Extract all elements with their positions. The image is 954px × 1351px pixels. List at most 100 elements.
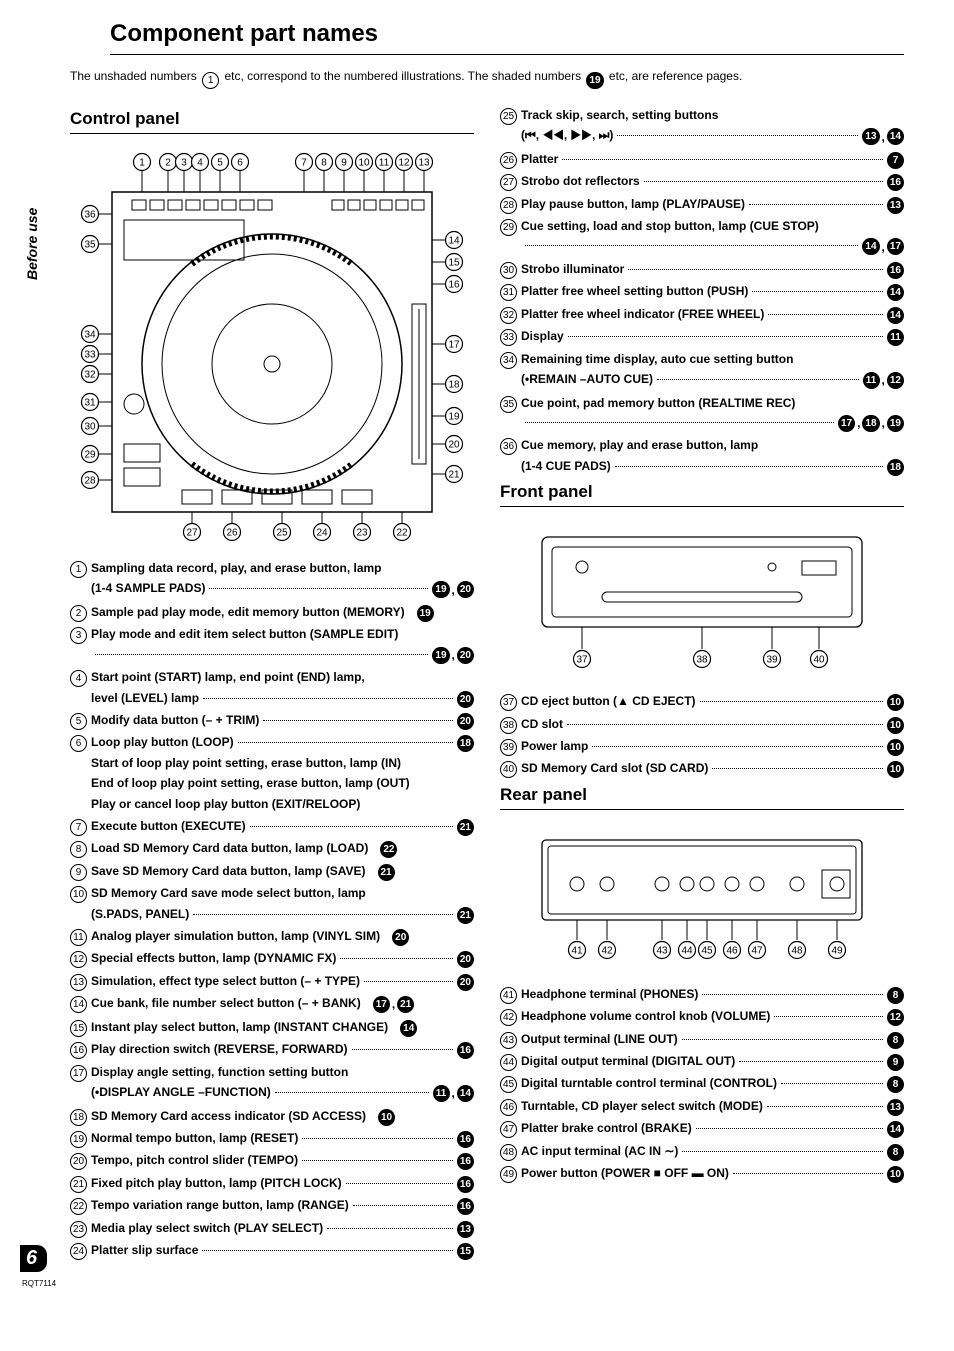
page-ref-marker: 17: [887, 238, 904, 255]
svg-text:29: 29: [84, 450, 96, 461]
page-refs: 8: [887, 1076, 904, 1093]
page-ref-marker: 14: [862, 238, 879, 255]
page-refs: 18: [887, 459, 904, 476]
page-refs: 11,14: [433, 1083, 474, 1103]
leader-dots: [696, 1128, 883, 1129]
svg-text:20: 20: [448, 440, 460, 451]
item-number-marker: 41: [500, 987, 517, 1004]
page-ref-marker: 14: [887, 1121, 904, 1138]
item-number-marker: 25: [500, 108, 517, 125]
svg-text:21: 21: [448, 470, 460, 481]
control-panel-item-list-cont: 25Track skip, search, setting buttons(⏮,…: [500, 105, 904, 476]
page-refs: 21: [457, 907, 474, 924]
svg-text:26: 26: [226, 528, 238, 539]
item-number-marker: 2: [70, 605, 87, 622]
item-text: (•DISPLAY ANGLE –FUNCTION): [91, 1082, 271, 1102]
leader-dots: [302, 1138, 453, 1139]
page-refs: 9: [887, 1054, 904, 1071]
columns: Control panel 12345678910111213363534333…: [70, 103, 904, 1262]
item-text: Power lamp: [521, 736, 588, 756]
page-refs: 10: [887, 1166, 904, 1183]
page-number: 6: [20, 1245, 47, 1272]
item-number-marker: 17: [70, 1065, 87, 1082]
list-item: 21Fixed pitch play button, lamp (PITCH L…: [70, 1173, 474, 1193]
leader-dots: [193, 914, 453, 915]
page-refs: 14: [887, 307, 904, 324]
page-refs: 17,21: [373, 994, 415, 1014]
leader-dots: [562, 159, 883, 160]
page-ref-marker: 11: [887, 329, 904, 346]
page-ref-marker: 14: [400, 1020, 417, 1037]
page-refs: 10: [887, 717, 904, 734]
page-refs: 12: [887, 1009, 904, 1026]
item-text: Headphone volume control knob (VOLUME): [521, 1006, 770, 1026]
item-text: (S.PADS, PANEL): [91, 904, 189, 924]
page-refs: 20: [457, 974, 474, 991]
page-ref-marker: 18: [862, 415, 879, 432]
leader-dots: [525, 422, 834, 423]
item-number-marker: 34: [500, 352, 517, 369]
svg-text:48: 48: [791, 945, 803, 956]
item-number-marker: 23: [70, 1221, 87, 1238]
list-item: 12Special effects button, lamp (DYNAMIC …: [70, 948, 474, 968]
page-ref-marker: 20: [392, 929, 409, 946]
page-refs: 11,12: [863, 370, 904, 390]
item-number-marker: 45: [500, 1076, 517, 1093]
page-refs: 8: [887, 1144, 904, 1161]
item-text: Media play select switch (PLAY SELECT): [91, 1218, 323, 1238]
leader-dots: [712, 768, 883, 769]
item-text: Platter brake control (BRAKE): [521, 1118, 692, 1138]
page-refs: 18: [457, 735, 474, 752]
page-refs: 8: [887, 987, 904, 1004]
list-item: 39Power lamp10: [500, 736, 904, 756]
page-refs: 17,18,19: [838, 413, 904, 433]
svg-text:30: 30: [84, 422, 96, 433]
leader-dots: [568, 336, 883, 337]
item-number-marker: 27: [500, 174, 517, 191]
page-ref-marker: 10: [887, 694, 904, 711]
list-item: 49Power button (POWER ■ OFF ▬ ON)10: [500, 1163, 904, 1183]
svg-text:6: 6: [237, 158, 243, 169]
svg-text:18: 18: [448, 380, 460, 391]
list-item: 32Platter free wheel indicator (FREE WHE…: [500, 304, 904, 324]
leader-dots: [774, 1016, 883, 1017]
svg-text:13: 13: [418, 158, 430, 169]
page-ref-marker: 19: [887, 415, 904, 432]
page-ref-marker: 10: [378, 1109, 395, 1126]
page-ref-marker: 16: [457, 1042, 474, 1059]
list-item: 16Play direction switch (REVERSE, FORWAR…: [70, 1039, 474, 1059]
leader-dots: [617, 135, 858, 136]
item-text: Platter free wheel indicator (FREE WHEEL…: [521, 304, 764, 324]
item-number-marker: 15: [70, 1020, 87, 1037]
page-ref-marker: 21: [378, 864, 395, 881]
page-ref-marker: 16: [887, 262, 904, 279]
item-number-marker: 49: [500, 1166, 517, 1183]
leader-dots: [95, 654, 428, 655]
front-panel-diagram: 37383940: [500, 517, 904, 677]
list-item: 47Platter brake control (BRAKE)14: [500, 1118, 904, 1138]
leader-dots: [327, 1228, 453, 1229]
page-refs: 19,20: [432, 580, 474, 600]
page-title: Component part names: [110, 20, 904, 55]
item-text: Digital turntable control terminal (CONT…: [521, 1073, 777, 1093]
item-number-marker: 40: [500, 761, 517, 778]
leader-dots: [682, 1039, 883, 1040]
leader-dots: [657, 379, 859, 380]
page-refs: 14,17: [862, 237, 904, 257]
page-refs: 16: [457, 1042, 474, 1059]
leader-dots: [739, 1061, 883, 1062]
list-item: 36Cue memory, play and erase button, lam…: [500, 435, 904, 476]
leader-dots: [767, 1106, 883, 1107]
svg-text:40: 40: [813, 655, 825, 666]
item-text: Output terminal (LINE OUT): [521, 1029, 678, 1049]
rear-panel-item-list: 41Headphone terminal (PHONES)842Headphon…: [500, 984, 904, 1184]
leader-dots: [682, 1151, 883, 1152]
intro-t3: etc, are reference pages.: [609, 69, 742, 83]
svg-text:47: 47: [751, 945, 763, 956]
item-text: Cue bank, file number select button (– +…: [91, 993, 361, 1013]
page-refs: 10: [887, 739, 904, 756]
page-ref-marker: 20: [457, 974, 474, 991]
list-item: 4Start point (START) lamp, end point (EN…: [70, 667, 474, 708]
item-number-marker: 33: [500, 329, 517, 346]
svg-text:33: 33: [84, 350, 96, 361]
